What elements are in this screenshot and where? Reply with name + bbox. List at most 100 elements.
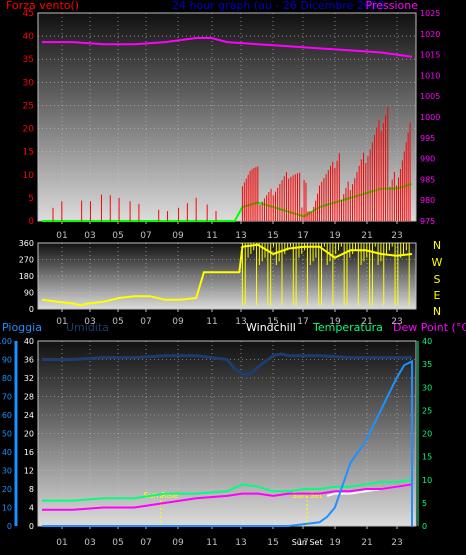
compass-label: N <box>433 239 441 252</box>
y-tick-label-left: 5 <box>28 194 34 204</box>
sunrise-label: Sun Rise <box>143 491 178 500</box>
y-tick-label-rain: 90 <box>2 356 12 365</box>
x-tick-label: 17 <box>297 317 308 327</box>
y-tick-label-right: 25 <box>422 406 432 415</box>
y-tick-label-rain: 20 <box>2 485 12 494</box>
y-tick-label-right: 1010 <box>420 71 440 80</box>
x-tick-label: 05 <box>112 538 123 548</box>
x-tick-label: 07 <box>140 231 151 241</box>
y-tick-label-right: 1000 <box>420 113 440 122</box>
y-tick-label-right: 40 <box>422 337 432 346</box>
x-tick-label: 05 <box>112 317 123 327</box>
x-tick-label: 13 <box>235 231 246 241</box>
x-tick-label: 01 <box>56 317 67 327</box>
y-tick-label-mid: 0 <box>29 522 34 531</box>
x-tick-label: 19 <box>329 317 341 327</box>
series-pressure <box>42 37 413 58</box>
y-tick-label-right: 975 <box>420 217 435 226</box>
legend-wind: Forza vento() <box>6 0 79 12</box>
y-tick-label-right: 10 <box>422 476 432 485</box>
y-tick-label-mid: 32 <box>24 374 34 383</box>
x-tick-label: 13 <box>235 538 246 548</box>
y-tick-label-mid: 4 <box>29 504 34 513</box>
y-tick-label-left: 40 <box>23 32 35 42</box>
series-direction <box>41 243 413 307</box>
x-tick-label: 11 <box>206 231 217 241</box>
y-tick-label-rain: 0 <box>7 522 12 531</box>
y-tick-label-right: 5 <box>422 499 427 508</box>
x-tick-label: 21 <box>361 317 372 327</box>
x-tick-label: 21 <box>361 538 372 548</box>
y-tick-label-right: 15 <box>422 453 432 462</box>
legend-rain: Pioggia <box>2 321 42 334</box>
y-tick-label-left: 45 <box>23 9 34 19</box>
series-rain <box>42 359 413 527</box>
x-tick-label: 09 <box>172 231 184 241</box>
y-tick-label-right: 985 <box>420 175 435 184</box>
x-tick-label: 19 <box>329 231 341 241</box>
y-tick-label-mid: 12 <box>24 467 34 476</box>
x-tick-label: 11 <box>206 317 217 327</box>
y-tick-label-rain: 50 <box>2 430 12 439</box>
y-tick-label-left: 0 <box>28 217 34 227</box>
x-tick-label: 15 <box>267 231 278 241</box>
y-tick-label-left: 270 <box>19 256 34 265</box>
x-tick-label: 09 <box>172 538 184 548</box>
y-tick-label-rain: 40 <box>2 448 12 457</box>
x-tick-label: 11 <box>206 538 217 548</box>
y-tick-label-right: 1020 <box>420 30 440 39</box>
x-tick-label: 23 <box>391 317 402 327</box>
y-tick-label-right: 0 <box>422 522 427 531</box>
sunset-label: Sun Set <box>292 491 323 500</box>
y-tick-label-right: 990 <box>420 155 435 164</box>
direction-spikes <box>241 243 410 306</box>
legend-temperature: Temperatura <box>312 321 383 334</box>
y-tick-label-rain: 100 <box>0 337 12 346</box>
y-tick-label-left: 35 <box>23 55 34 65</box>
x-tick-label: 23 <box>391 538 402 548</box>
y-tick-label-left: 360 <box>19 239 34 248</box>
series-humidity <box>42 352 412 376</box>
y-tick-label-right: 995 <box>420 134 435 143</box>
y-tick-label-left: 30 <box>23 78 35 88</box>
x-tick-label: 05 <box>112 231 123 241</box>
y-tick-label-left: 15 <box>23 148 34 158</box>
y-tick-label-right: 1005 <box>420 92 440 101</box>
x-tick-label: 03 <box>84 231 95 241</box>
x-tick-label: 17 <box>297 231 308 241</box>
y-tick-label-right: 30 <box>422 383 432 392</box>
x-tick-label: 21 <box>361 231 372 241</box>
y-tick-label-left: 10 <box>23 171 35 181</box>
x-tick-label: 17 <box>297 538 308 548</box>
y-tick-label-left: 20 <box>23 125 35 135</box>
y-tick-label-rain: 80 <box>2 374 12 383</box>
legend-dewpoint: Dew Point (°C) <box>393 321 466 334</box>
y-tick-label-rain: 10 <box>2 504 12 513</box>
legend-pressure: Pressione <box>366 0 419 12</box>
y-tick-label-right: 20 <box>422 430 432 439</box>
y-tick-label-mid: 36 <box>24 356 34 365</box>
y-tick-label-rain: 30 <box>2 467 12 476</box>
y-tick-label-mid: 16 <box>24 448 34 457</box>
x-tick-label: 15 <box>267 317 278 327</box>
y-tick-label-mid: 28 <box>24 393 34 402</box>
x-tick-label: 23 <box>391 231 402 241</box>
y-tick-label-mid: 8 <box>29 485 34 494</box>
compass-label: S <box>434 273 441 286</box>
legend-windchill: Windchill <box>246 321 296 334</box>
x-tick-label: 19 <box>329 538 341 548</box>
chart-layer: 0510152025303540459759809859909951000100… <box>0 9 443 548</box>
legend-humidity: Umidita <box>66 321 109 334</box>
compass-label: W <box>432 256 443 269</box>
y-tick-label-left: 25 <box>23 101 34 111</box>
y-tick-label-right: 35 <box>422 360 432 369</box>
compass-label: E <box>434 289 441 302</box>
y-tick-label-mid: 40 <box>24 337 34 346</box>
x-tick-label: 09 <box>172 317 184 327</box>
y-tick-label-rain: 70 <box>2 393 12 402</box>
y-tick-label-mid: 24 <box>24 411 34 420</box>
y-tick-label-rain: 60 <box>2 411 12 420</box>
sunset-tick-label: Sun Set <box>292 538 323 547</box>
x-tick-label: 07 <box>140 317 151 327</box>
